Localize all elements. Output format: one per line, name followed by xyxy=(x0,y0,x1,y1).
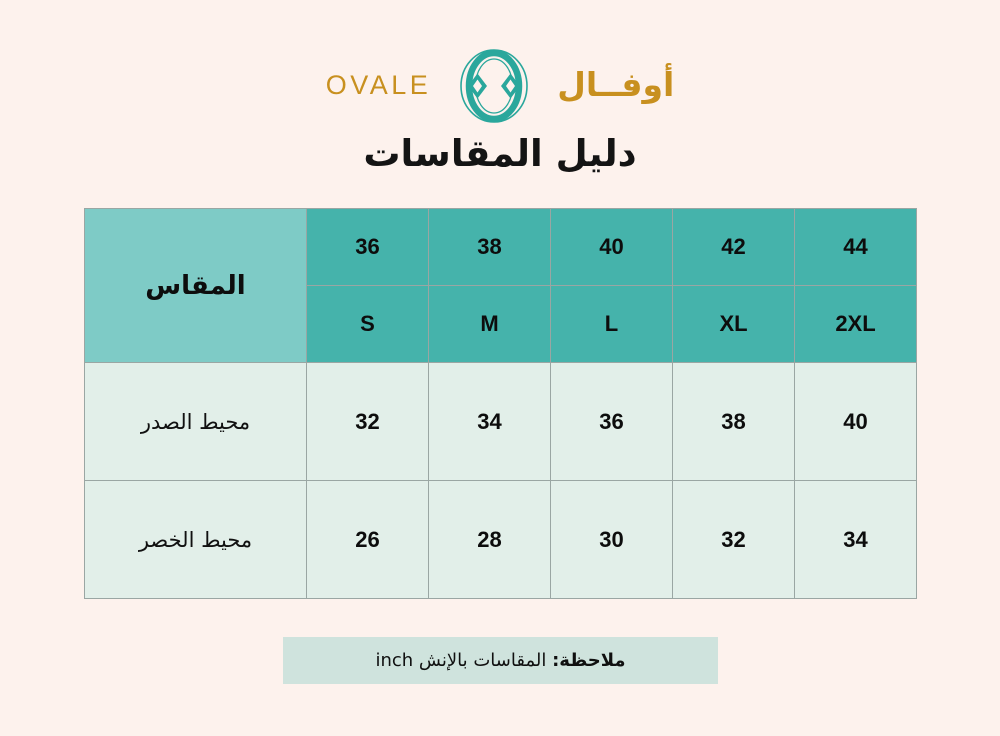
row-label-waist: محيط الخصر xyxy=(84,480,307,599)
measurement-cell: 38 xyxy=(672,362,795,481)
numeric-size-cell: 36 xyxy=(306,208,429,286)
measurement-cell: 32 xyxy=(306,362,429,481)
page-title: دليل المقاسات xyxy=(363,132,637,175)
letter-size-cell: M xyxy=(428,285,551,363)
numeric-size-cell: 42 xyxy=(672,208,795,286)
measurement-cell: 32 xyxy=(672,480,795,599)
numeric-size-cell: 44 xyxy=(794,208,917,286)
brand-lockup: أوفــال OVALE xyxy=(0,48,1000,124)
measurement-cell: 34 xyxy=(428,362,551,481)
unit-note-body: المقاسات بالإنش inch xyxy=(375,649,553,671)
table-row-letter-sizes: 2XL XL L M S xyxy=(85,285,917,363)
unit-note-label: ملاحظة: xyxy=(552,649,626,671)
table-row: 34 32 30 28 26 محيط الخصر xyxy=(84,480,917,599)
size-column-header: المقاس xyxy=(84,208,307,363)
unit-note-banner: ملاحظة: المقاسات بالإنش inch xyxy=(283,637,718,684)
table-row-numeric-sizes: 44 42 40 38 36 المقاس xyxy=(84,208,917,363)
measurement-cell: 40 xyxy=(794,362,917,481)
numeric-size-cell: 40 xyxy=(550,208,673,286)
table-row: 40 38 36 34 32 محيط الصدر xyxy=(84,362,917,481)
numeric-size-cell: 38 xyxy=(428,208,551,286)
letter-size-cell: S xyxy=(306,285,429,363)
measurement-cell: 26 xyxy=(306,480,429,599)
letter-size-cell: L xyxy=(550,285,673,363)
letter-size-cell: XL xyxy=(672,285,795,363)
measurement-cell: 30 xyxy=(550,480,673,599)
brand-name-latin: OVALE xyxy=(325,69,432,100)
measurement-cell: 36 xyxy=(550,362,673,481)
row-label-chest: محيط الصدر xyxy=(84,362,307,481)
oval-emblem-icon xyxy=(460,49,529,123)
brand-name-arabic: أوفــال xyxy=(557,64,675,104)
size-guide-table: 44 42 40 38 36 المقاس 2XL XL L M S 40 38… xyxy=(84,208,917,599)
unit-note-text: ملاحظة: المقاسات بالإنش inch xyxy=(375,649,626,671)
letter-size-cell: 2XL xyxy=(794,285,917,363)
measurement-cell: 34 xyxy=(794,480,917,599)
measurement-cell: 28 xyxy=(428,480,551,599)
